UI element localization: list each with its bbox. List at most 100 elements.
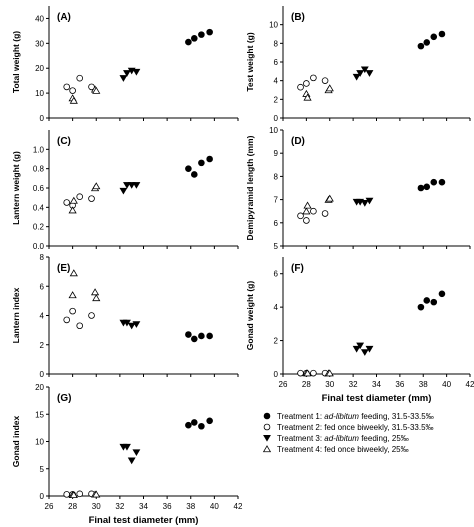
y-tick-label: 7 <box>274 196 279 205</box>
data-point-t2 <box>76 322 84 330</box>
data-point-t3 <box>365 345 374 353</box>
panel-6: 0 2 4 6 26 28 30 32 34 36 38 40 42 (F) Gonad weight (g… <box>245 257 474 404</box>
y-tick-label: 5 <box>40 465 45 474</box>
y-tick-label: 6 <box>40 282 45 291</box>
y-tick-label: 10 <box>269 21 278 30</box>
data-point-t3 <box>360 349 369 356</box>
data-point-t2 <box>69 87 76 94</box>
y-axis-label: Gonad index <box>11 415 21 467</box>
data-point-t2 <box>303 80 310 87</box>
data-point-t3 <box>132 182 141 189</box>
data-point-t3 <box>360 66 369 74</box>
legend-entry: Treatment 3: ad-libitum feeding, 25‰ <box>277 434 409 443</box>
data-point-t3 <box>356 342 365 350</box>
legend-marker <box>263 412 271 420</box>
x-tick-label: 32 <box>115 502 124 511</box>
y-tick-label: 0 <box>40 492 45 501</box>
data-point-t4 <box>69 96 78 104</box>
axes-frame <box>48 130 238 247</box>
panel-4: 5 6 7 8 9 10 (D) Demipyramid length (mm) <box>245 126 471 251</box>
x-tick-label: 34 <box>139 502 148 511</box>
y-tick-label: 30 <box>35 39 44 48</box>
y-tick-label: 8 <box>40 253 45 262</box>
x-tick-label: 38 <box>419 380 428 389</box>
panel-label: (B) <box>291 12 305 23</box>
panel-2: 0 2 4 6 8 10 (B) Test weight (g) <box>245 6 471 123</box>
data-point-t2 <box>76 74 84 82</box>
data-point-t2 <box>321 77 329 84</box>
legend-entry: Treatment 2: fed once biweekly, 31.5-33.… <box>277 423 434 432</box>
y-tick-label: 9 <box>274 149 279 158</box>
panel-label: (A) <box>57 12 71 23</box>
y-tick-label: 0.2 <box>33 223 45 232</box>
data-point-t3 <box>132 68 141 76</box>
y-axis-label: Test weight (g) <box>245 32 255 92</box>
x-tick-label: 30 <box>92 502 101 511</box>
y-tick-label: 2 <box>40 341 45 350</box>
y-tick-label: 2 <box>274 337 279 346</box>
y-tick-label: 6 <box>274 270 279 279</box>
data-point-t2 <box>88 312 95 319</box>
data-point-t4 <box>302 207 311 215</box>
y-tick-label: 0.0 <box>33 242 45 251</box>
data-point-t1 <box>198 31 205 38</box>
data-point-t1 <box>185 331 192 338</box>
panel-label: (G) <box>57 393 71 404</box>
y-tick-label: 4 <box>274 77 279 86</box>
y-tick-label: 6 <box>274 58 279 67</box>
data-point-t1 <box>206 28 213 36</box>
axes-frame <box>48 6 238 119</box>
data-point-t3 <box>119 75 128 82</box>
x-tick-label: 26 <box>279 380 288 389</box>
data-point-t4 <box>92 86 101 94</box>
y-tick-label: 0.6 <box>33 184 45 193</box>
data-point-t4 <box>69 269 78 277</box>
y-tick-label: 4 <box>40 312 45 321</box>
y-tick-label: 1.0 <box>33 145 45 154</box>
y-axis-label: Total weight (g) <box>11 31 21 93</box>
x-axis-label: Final test diameter (mm) <box>322 393 432 404</box>
data-point-t3 <box>356 70 365 77</box>
data-point-t1 <box>198 422 205 430</box>
x-tick-label: 42 <box>466 380 474 389</box>
x-tick-label: 32 <box>349 380 358 389</box>
axes-frame <box>48 387 238 497</box>
data-point-t3 <box>119 187 128 195</box>
x-tick-label: 28 <box>302 380 311 389</box>
data-point-t1 <box>423 183 431 191</box>
legend-marker <box>263 434 271 442</box>
data-point-t2 <box>297 212 304 220</box>
data-point-t2 <box>321 210 329 217</box>
y-tick-label: 10 <box>269 126 278 135</box>
data-point-t3 <box>352 345 361 353</box>
panel-1: 0 10 20 30 40 (A) Total weight (g) <box>11 6 239 123</box>
x-tick-label: 26 <box>45 502 54 511</box>
data-point-t4 <box>92 182 101 190</box>
x-tick-label: 42 <box>234 502 243 511</box>
panel-label: (E) <box>57 263 70 274</box>
data-point-t2 <box>63 199 71 206</box>
panel-7: 0 5 10 15 20 26 28 30 32 34 36 38 40 42 (G) Gonad index… <box>11 383 243 526</box>
y-tick-label: 0 <box>40 370 45 379</box>
y-axis-label: Lantern index <box>11 287 21 343</box>
data-point-t4 <box>325 369 334 377</box>
data-point-t3 <box>123 443 131 451</box>
data-point-t4 <box>68 291 77 299</box>
data-point-t1 <box>198 159 205 167</box>
y-tick-label: 8 <box>274 39 279 48</box>
data-point-t4 <box>303 369 312 377</box>
data-point-t1 <box>206 155 213 163</box>
panel-5: 0 2 4 6 8 (E) Lantern index <box>11 253 239 379</box>
data-point-t2 <box>303 217 310 224</box>
x-axis-label: Final test diameter (mm) <box>89 515 199 526</box>
data-point-t2 <box>76 490 84 498</box>
y-tick-label: 0 <box>274 370 279 379</box>
data-point-t2 <box>310 207 317 215</box>
data-point-t2 <box>310 369 317 377</box>
data-point-t1 <box>190 419 198 426</box>
data-point-t1 <box>185 165 192 172</box>
data-point-t4 <box>90 288 100 296</box>
data-point-t2 <box>88 195 95 202</box>
y-tick-label: 0 <box>40 114 45 123</box>
